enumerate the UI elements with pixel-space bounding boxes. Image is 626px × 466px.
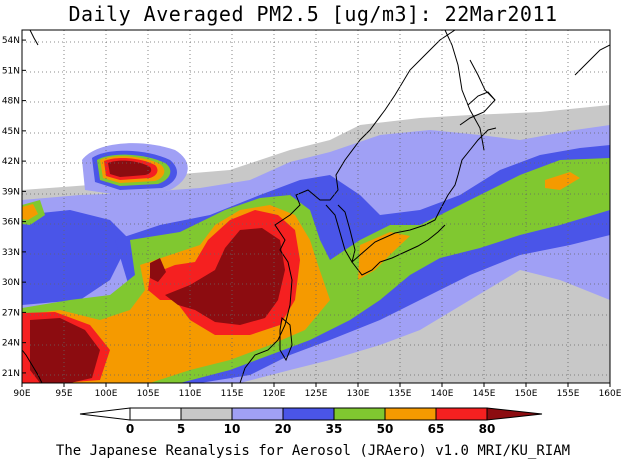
colorbar-level-label: 65: [428, 422, 445, 436]
lon-tick-label: 110E: [179, 389, 202, 399]
lat-tick-label: 33N: [2, 248, 20, 258]
credit-line: The Japanese Reanalysis for Aerosol (JRA…: [55, 443, 571, 459]
lon-tick-label: 145E: [473, 389, 496, 399]
colorbar-swatch: [129, 407, 182, 421]
lon-tick-label: 115E: [221, 389, 244, 399]
colorbar-swatch: [384, 407, 437, 421]
colorbar: 0 5 10 20 35 50 65 80: [79, 407, 543, 436]
colorbar-swatch: [435, 407, 488, 421]
concentration-field: [22, 30, 610, 383]
lat-tick-label: 21N: [2, 369, 20, 379]
lon-tick-label: 130E: [347, 389, 370, 399]
colorbar-level-label: 10: [224, 422, 241, 436]
lon-tick-label: 105E: [137, 389, 160, 399]
lat-tick-label: 48N: [2, 97, 20, 107]
map-title: Daily Averaged PM2.5 [ug/m3]: 22Mar2011: [68, 2, 558, 26]
colorbar-swatch: [231, 407, 284, 421]
gridlines: [22, 30, 610, 383]
colorbar-swatch: [180, 407, 233, 421]
colorbar-swatch: [282, 407, 335, 421]
lon-tick-label: 95E: [55, 389, 72, 399]
lon-tick-label: 90E: [13, 389, 30, 399]
colorbar-level-label: 50: [377, 422, 394, 436]
coastlines: [22, 30, 610, 383]
lon-tick-label: 160E: [599, 389, 622, 399]
colorbar-level-label: 80: [479, 422, 496, 436]
lat-tick-label: 36N: [2, 218, 20, 228]
colorbar-level-label: 0: [126, 422, 134, 436]
lat-tick-label: 30N: [2, 278, 20, 288]
lon-tick-label: 150E: [515, 389, 538, 399]
colorbar-level-label: 35: [326, 422, 343, 436]
lat-tick-label: 27N: [2, 308, 20, 318]
lon-tick-label: 155E: [557, 389, 580, 399]
lat-tick-label: 24N: [2, 339, 20, 349]
lat-tick-label: 45N: [2, 127, 20, 137]
lon-tick-label: 135E: [389, 389, 412, 399]
lon-tick-label: 125E: [305, 389, 328, 399]
lat-tick-label: 54N: [2, 36, 20, 46]
field-level-80: [30, 160, 285, 383]
lat-tick-label: 42N: [2, 157, 20, 167]
lon-tick-label: 120E: [263, 389, 286, 399]
lat-tick-label: 51N: [2, 66, 20, 76]
lon-tick-label: 140E: [431, 389, 454, 399]
colorbar-over-triangle: [486, 407, 543, 421]
colorbar-level-label: 20: [275, 422, 292, 436]
lon-tick-label: 100E: [95, 389, 118, 399]
axis-ticks: 90E 95E 100E 105E 110E 115E 120E 125E 130E 135E 14…: [2, 36, 622, 399]
colorbar-under-triangle: [79, 407, 131, 421]
colorbar-swatch: [333, 407, 386, 421]
lat-tick-label: 39N: [2, 187, 20, 197]
colorbar-level-label: 5: [177, 422, 185, 436]
